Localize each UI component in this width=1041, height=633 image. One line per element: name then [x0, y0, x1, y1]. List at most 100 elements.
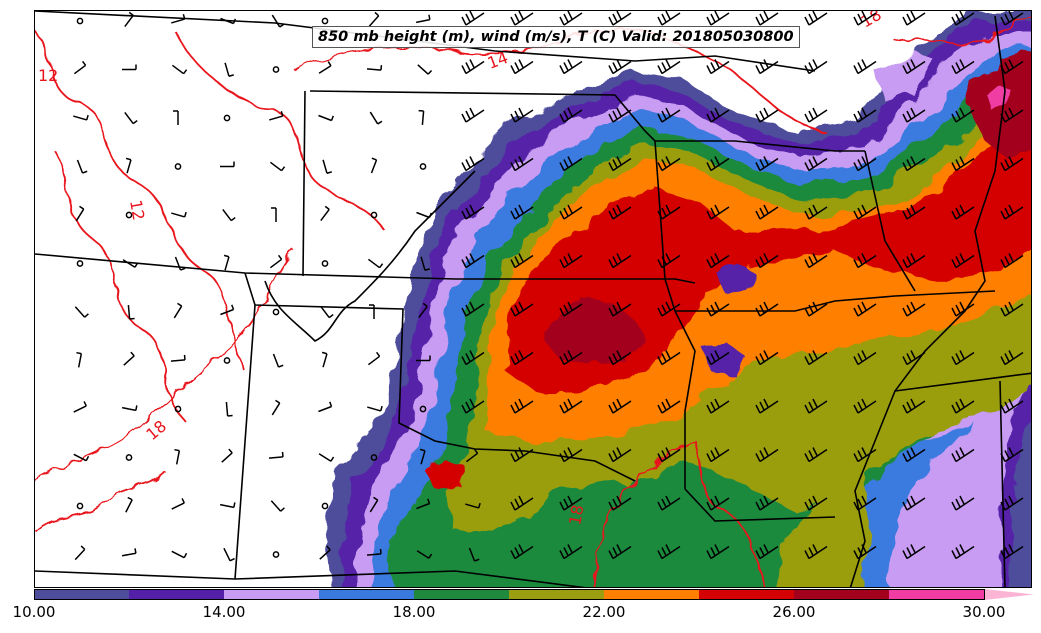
wind-barbs: [73, 11, 1024, 562]
wind-barb: [318, 453, 335, 462]
shade-south-olive: [777, 471, 870, 587]
wind-barb: [951, 544, 975, 560]
colorbar-bin-5: [509, 589, 604, 600]
wind-barb: [366, 65, 383, 71]
shade-spot-red: [425, 459, 465, 489]
wind-barb: [951, 350, 975, 366]
border-south-dakota-north: [309, 90, 616, 96]
border-kansas-line: [35, 253, 696, 284]
wind-barb: [174, 448, 181, 465]
colorbar-tick-label: 18.00: [392, 603, 436, 621]
wind-barb: [608, 301, 632, 317]
wind-barb: [902, 495, 926, 511]
wind-barb: [951, 156, 975, 172]
wind-barb: [219, 502, 236, 509]
wind-barb: [320, 305, 334, 319]
border-missouri-river: [264, 170, 476, 342]
wind-barb: [657, 447, 681, 463]
shaded-field: [325, 11, 1031, 587]
wind-barb: [1000, 350, 1024, 366]
wind-barb: [706, 544, 730, 560]
wind-barb: [902, 350, 926, 366]
border-illinois: [864, 150, 916, 292]
wind-barb: [174, 163, 182, 170]
wind-barb: [465, 448, 479, 463]
wind-barb: [366, 548, 382, 556]
wind-barb: [755, 107, 779, 123]
wind-barb: [706, 447, 730, 463]
wind-barb: [270, 500, 285, 512]
shade-spot-purple: [715, 261, 755, 293]
wind-barb: [853, 544, 877, 560]
wind-barb: [73, 453, 90, 462]
wind-barb: [269, 161, 286, 172]
wind-barb: [271, 399, 281, 416]
wind-barb: [510, 204, 534, 220]
wind-barb: [510, 107, 534, 123]
wind-barb: [268, 451, 284, 459]
contour-line-12b: [54, 150, 186, 422]
contour-line-18c: [35, 470, 166, 532]
wind-barb: [657, 398, 681, 414]
wind-barb: [319, 545, 331, 560]
wind-barb: [510, 544, 534, 560]
wind-barb: [73, 114, 89, 121]
wind-barb: [853, 495, 877, 511]
border-louisiana: [684, 488, 836, 522]
wind-barb: [608, 253, 632, 269]
wind-barb: [559, 107, 583, 123]
wind-barb: [755, 253, 779, 269]
wind-barb: [322, 159, 332, 174]
wind-barb: [804, 398, 828, 414]
wind-barb: [370, 157, 378, 174]
colorbar-bin-0: [34, 589, 129, 600]
wind-barb: [171, 64, 188, 75]
wind-barb: [221, 448, 233, 463]
wind-barb: [416, 211, 433, 219]
wind-barb: [321, 17, 329, 25]
colorbar-extend-arrow: [984, 589, 1034, 600]
wind-barb: [74, 545, 86, 561]
wind-barb: [902, 301, 926, 317]
wind-barb: [369, 496, 379, 513]
wind-barb: [461, 301, 485, 317]
contour-line-12a: [35, 30, 246, 372]
wind-barb: [1000, 495, 1024, 511]
colorbar-bin-8: [794, 589, 889, 600]
wind-barb: [121, 548, 137, 557]
wind-barb: [419, 448, 426, 465]
wind-barb: [951, 107, 975, 123]
wind-barb: [419, 405, 427, 413]
border-new-mexico: [234, 304, 256, 580]
wind-barb: [706, 301, 730, 317]
wind-barb: [271, 14, 285, 28]
wind-barb: [318, 61, 332, 74]
wind-barb: [76, 260, 84, 267]
wind-barb: [125, 211, 133, 219]
wind-barb: [608, 350, 632, 366]
map-canvas: 12 12 14 18 18 18: [35, 11, 1031, 587]
border-oklahoma: [244, 272, 636, 482]
wind-barb: [465, 502, 481, 509]
wind-barb: [222, 208, 236, 222]
wind-barb: [510, 253, 534, 269]
wind-barb: [853, 11, 877, 26]
wind-barb: [804, 107, 828, 123]
wind-barb: [510, 156, 534, 172]
wind-barb: [951, 301, 975, 317]
shade-spot-lav: [875, 51, 935, 101]
wind-barb: [174, 405, 182, 413]
wind-barb: [755, 156, 779, 172]
shade-26-28: [545, 296, 645, 366]
wind-barb: [1000, 447, 1024, 463]
wind-barb: [1000, 204, 1024, 220]
wind-barb: [367, 351, 381, 366]
wind-barb: [124, 11, 134, 28]
wind-barb: [706, 398, 730, 414]
wind-barb: [367, 405, 383, 412]
colorbar-bin-4: [414, 589, 509, 600]
map-panel: 12 12 14 18 18 18 850: [34, 10, 1032, 588]
colorbar-tick-label: 26.00: [772, 603, 816, 621]
colorbar-bin-9: [889, 589, 984, 600]
wind-barb: [902, 253, 926, 269]
